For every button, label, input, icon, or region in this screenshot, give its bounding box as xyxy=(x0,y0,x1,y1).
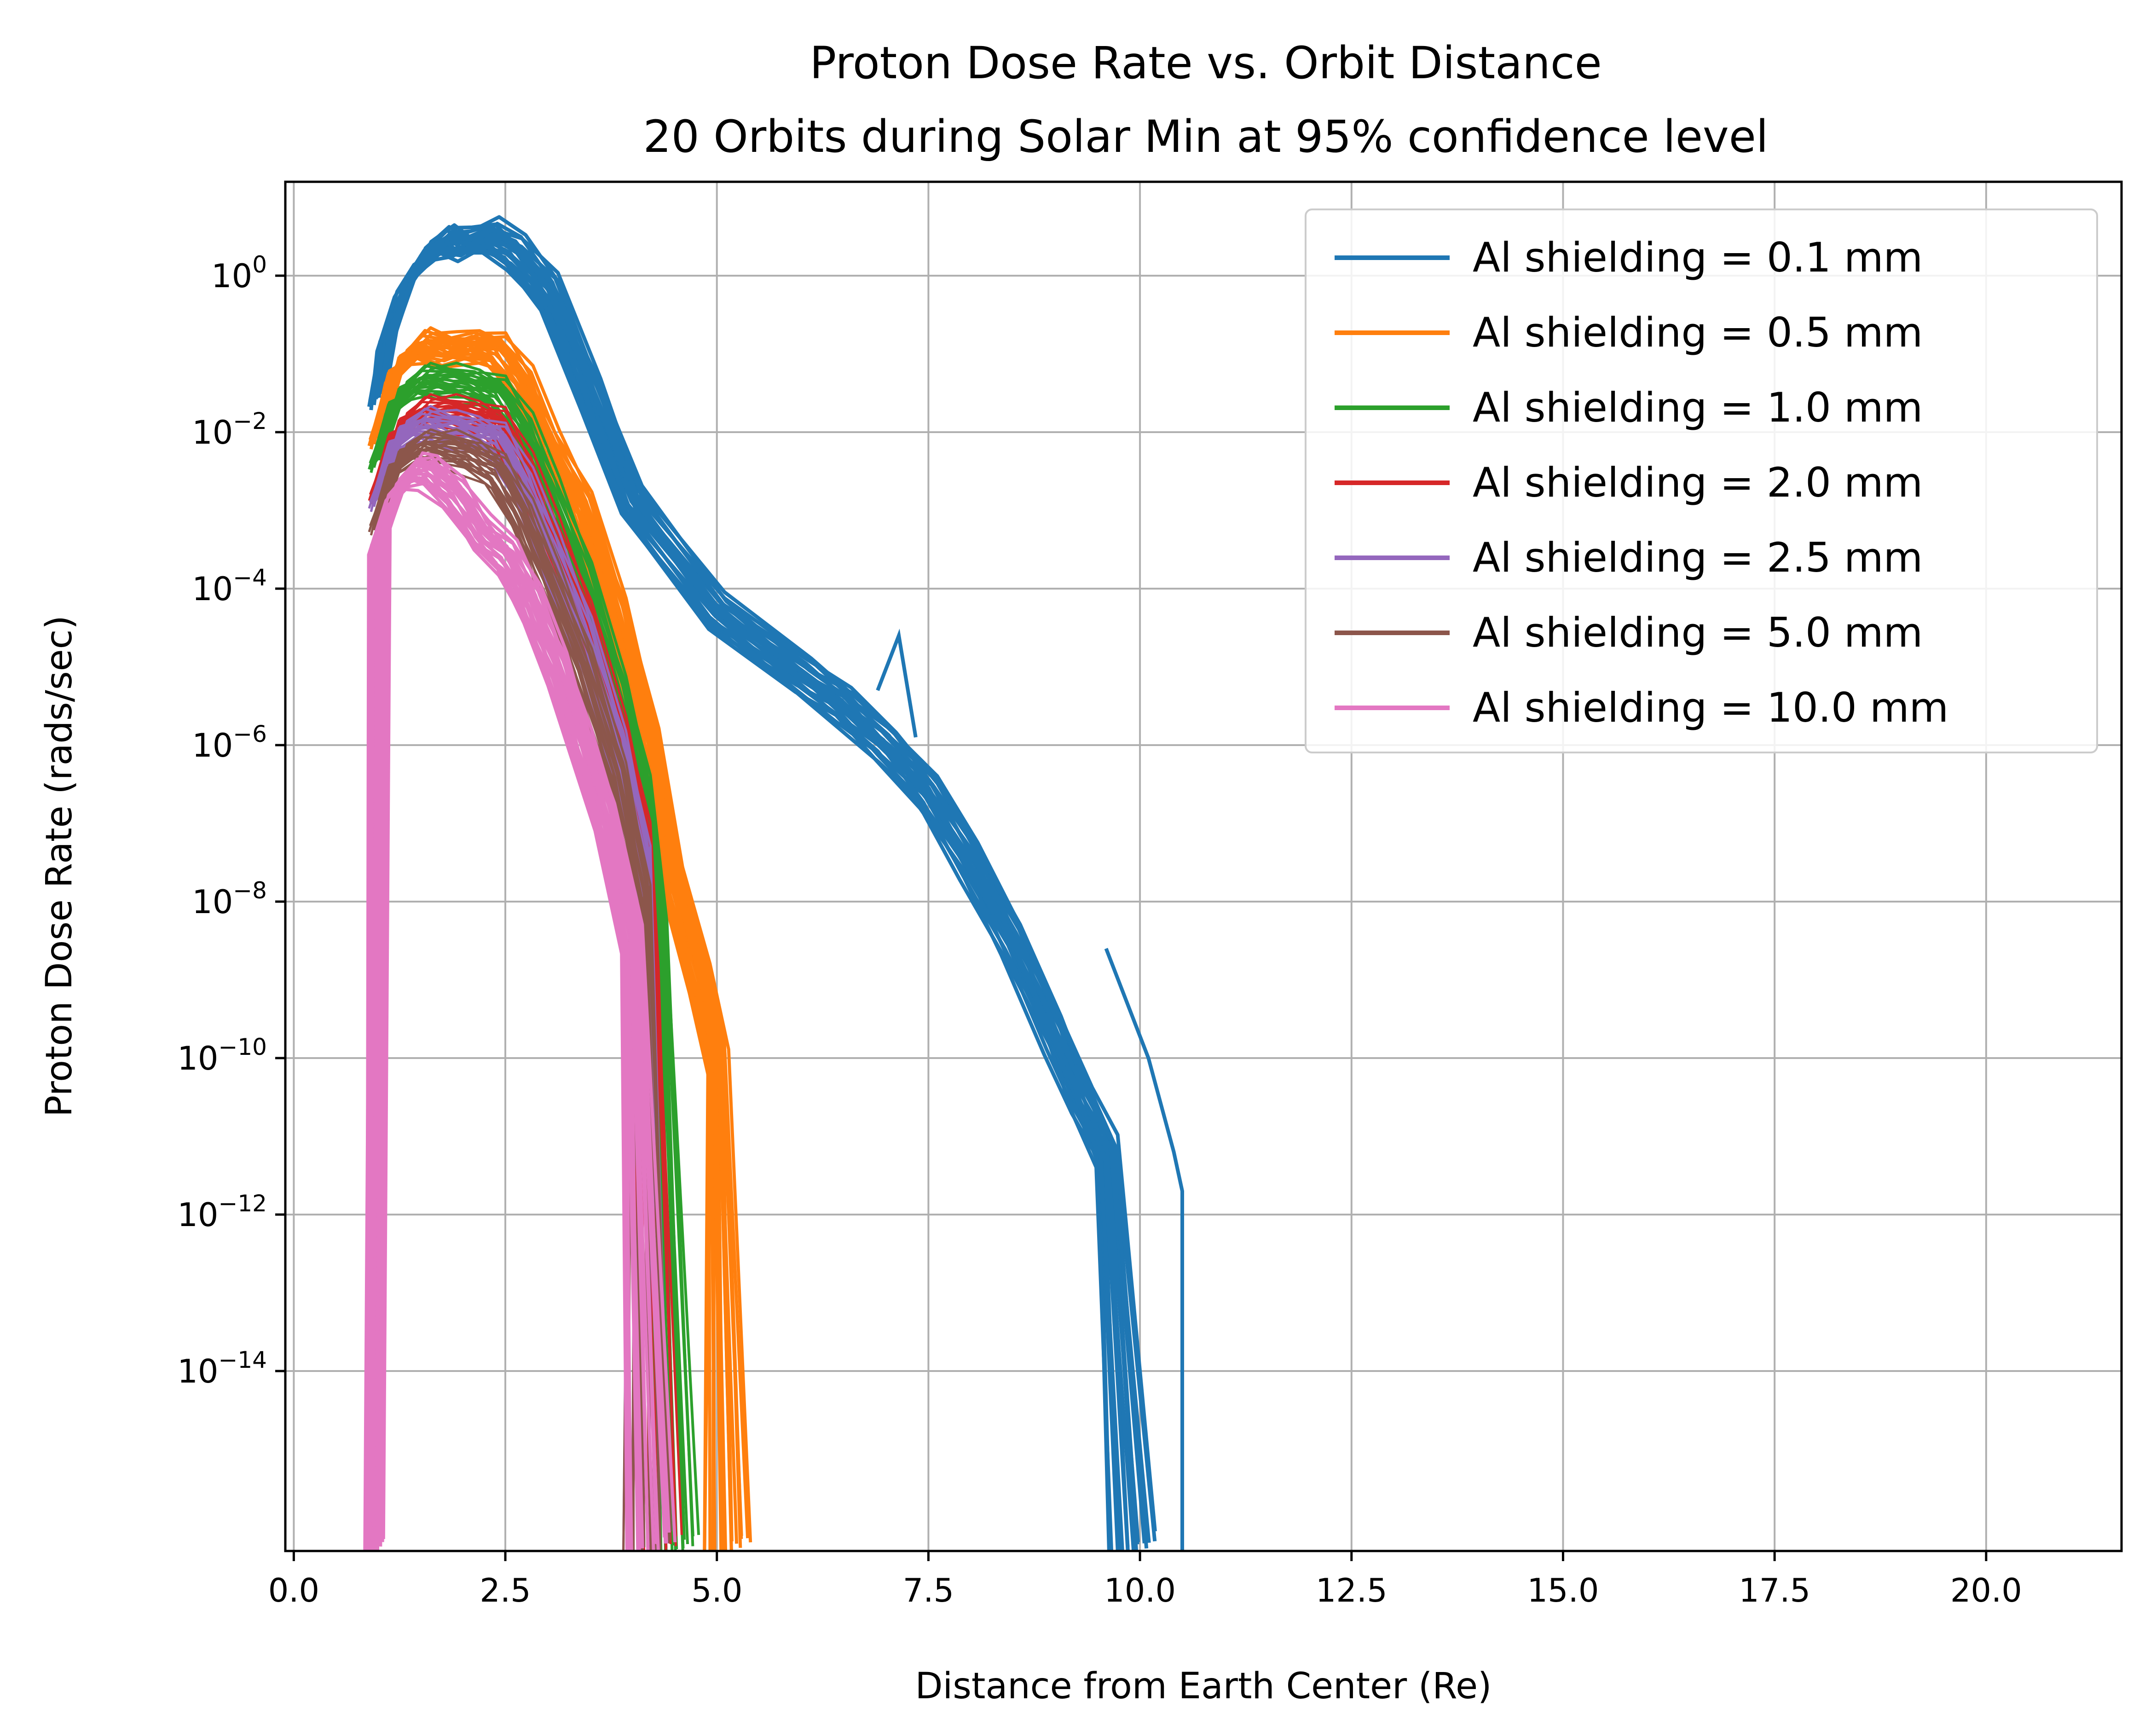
orbit-line xyxy=(382,415,662,1550)
legend: Al shielding = 0.1 mm Al shielding = 0.5 … xyxy=(1305,208,2098,753)
orbit-line xyxy=(381,336,739,1544)
y-axis-ticks: 100 10−2 10−4 10−6 10−8 10−10 10−12 10−14 xyxy=(177,251,285,1390)
x-tick-label: 0.0 xyxy=(268,1572,319,1609)
legend-entries: Al shielding = 0.1 mm Al shielding = 0.5 … xyxy=(1335,234,1948,731)
y-tick-label: 10−14 xyxy=(177,1347,267,1390)
blue-spike-line xyxy=(876,628,918,738)
orbit-line xyxy=(386,361,700,1535)
x-tick-label: 5.0 xyxy=(691,1572,742,1609)
series-1 xyxy=(367,215,1157,1551)
orbit-line xyxy=(381,451,671,1542)
orbit-line xyxy=(379,459,668,1547)
x-tick-label: 10.0 xyxy=(1104,1572,1176,1609)
chart-title: Proton Dose Rate vs. Orbit Distance xyxy=(809,37,1602,89)
x-tick-label: 2.5 xyxy=(480,1572,531,1609)
y-tick-label: 100 xyxy=(211,251,267,295)
y-tick-label: 10−12 xyxy=(177,1190,267,1234)
x-tick-label: 20.0 xyxy=(1950,1572,2022,1609)
y-tick-label: 10−10 xyxy=(177,1034,267,1077)
series-6 xyxy=(368,428,672,1551)
y-tick-label: 10−4 xyxy=(192,564,267,608)
x-tick-label: 15.0 xyxy=(1527,1572,1599,1609)
x-tick-label: 12.5 xyxy=(1316,1572,1388,1609)
y-tick-label: 10−2 xyxy=(192,408,267,451)
x-tick-label: 17.5 xyxy=(1739,1572,1810,1609)
orbit-line xyxy=(387,428,672,1531)
orbit-line xyxy=(387,393,683,1535)
orbit-line xyxy=(387,405,672,1531)
y-tick-label: 10−6 xyxy=(192,721,267,764)
orbit-line xyxy=(384,371,694,1546)
plot-lines xyxy=(363,215,1184,1551)
orbit-line xyxy=(382,459,677,1543)
legend-label: Al shielding = 2.0 mm xyxy=(1473,459,1923,506)
orbit-line xyxy=(386,428,670,1544)
legend-label: Al shielding = 0.1 mm xyxy=(1473,234,1923,281)
orbit-line xyxy=(382,434,662,1550)
orbit-line xyxy=(386,393,677,1536)
orbit-line xyxy=(386,215,1157,1532)
orbit-line xyxy=(382,368,689,1545)
legend-label: Al shielding = 2.5 mm xyxy=(1473,534,1923,581)
y-axis-title: Proton Dose Rate (rads/sec) xyxy=(39,615,80,1117)
x-axis-ticks: 0.0 2.5 5.0 7.5 10.0 12.5 15.0 17.5 20.0 xyxy=(268,1551,2022,1609)
plot-area-frame xyxy=(284,180,2123,1552)
legend-box xyxy=(1305,208,2098,753)
y-tick-label: 10−8 xyxy=(192,877,267,921)
series-7 xyxy=(363,451,677,1551)
orbit-line xyxy=(386,409,670,1544)
x-tick-label: 7.5 xyxy=(903,1572,954,1609)
chart-subtitle: 20 Orbits during Solar Min at 95% confid… xyxy=(643,111,1769,162)
orbit-line xyxy=(386,326,752,1543)
legend-label: Al shielding = 10.0 mm xyxy=(1473,684,1948,731)
legend-label: Al shielding = 1.0 mm xyxy=(1473,384,1923,431)
orbit-line xyxy=(384,402,677,1546)
x-axis-title: Distance from Earth Center (Re) xyxy=(915,1666,1492,1707)
legend-label: Al shielding = 0.5 mm xyxy=(1473,309,1923,356)
blue-outlier-line xyxy=(1104,948,1184,1551)
legend-label: Al shielding = 5.0 mm xyxy=(1473,609,1923,656)
